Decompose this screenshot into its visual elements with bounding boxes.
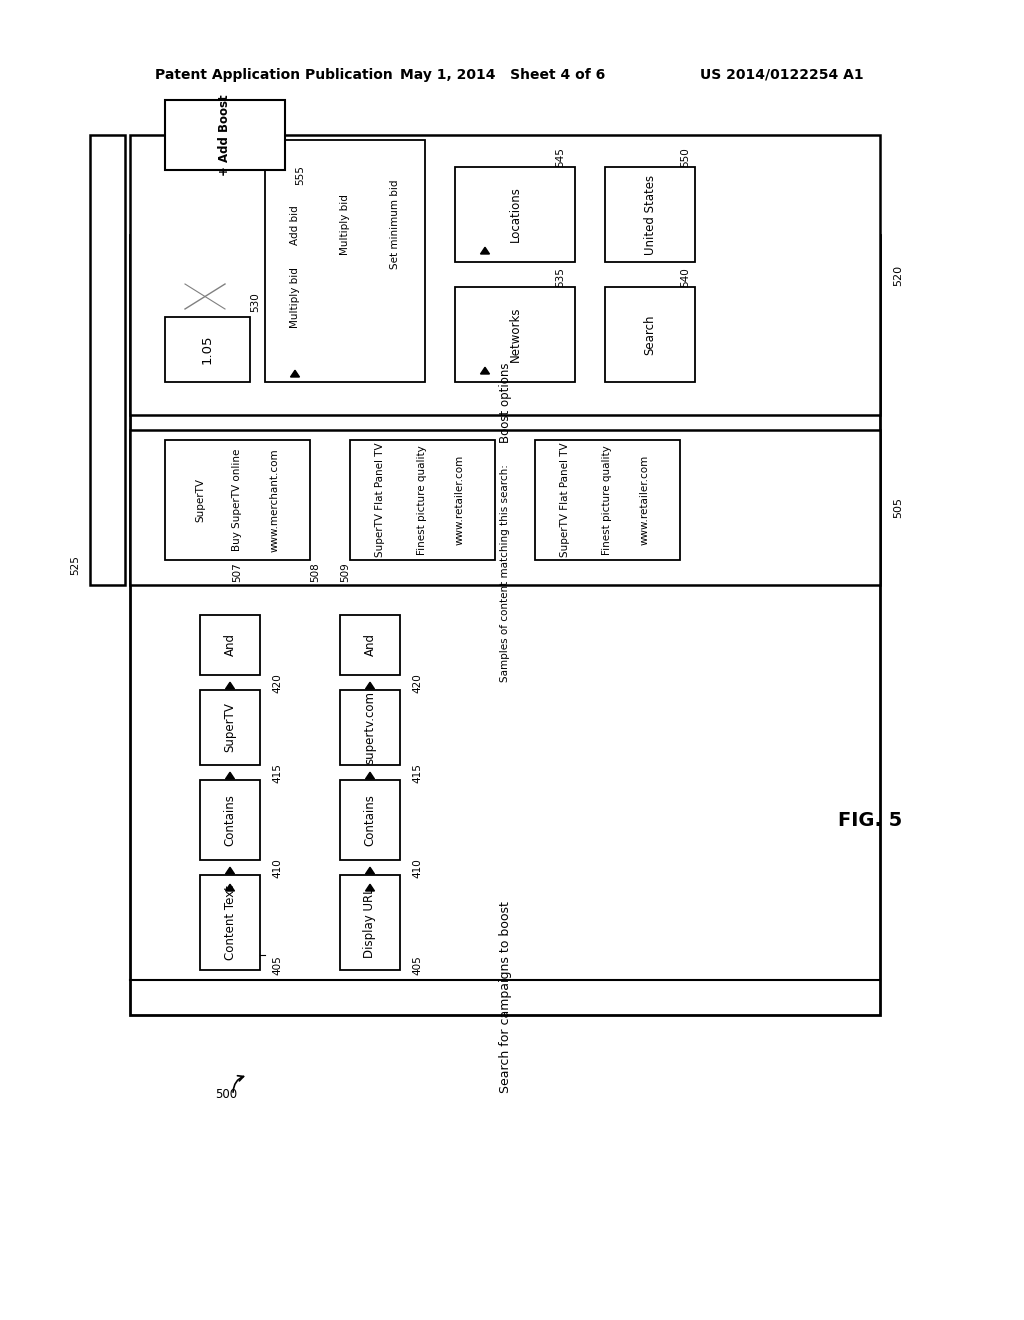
Polygon shape: [291, 370, 299, 378]
Polygon shape: [480, 367, 489, 374]
Polygon shape: [200, 780, 260, 861]
Polygon shape: [200, 690, 260, 766]
Text: 520: 520: [893, 264, 903, 285]
Text: United States: United States: [643, 174, 656, 255]
Text: US 2014/0122254 A1: US 2014/0122254 A1: [700, 69, 863, 82]
Text: SuperTV: SuperTV: [223, 702, 237, 752]
Text: 500: 500: [215, 1089, 238, 1101]
Text: And: And: [223, 634, 237, 656]
Polygon shape: [90, 135, 125, 585]
Polygon shape: [366, 867, 375, 874]
Text: Finest picture quality: Finest picture quality: [417, 445, 427, 554]
Polygon shape: [165, 440, 310, 560]
Polygon shape: [130, 235, 880, 1015]
Polygon shape: [200, 615, 260, 675]
Polygon shape: [165, 100, 285, 170]
Polygon shape: [225, 772, 234, 779]
Text: Content Text: Content Text: [223, 886, 237, 960]
Polygon shape: [366, 772, 375, 779]
Text: Multiply bid: Multiply bid: [340, 194, 350, 255]
Text: + Add Boost: + Add Boost: [218, 94, 231, 176]
Text: 420: 420: [412, 673, 422, 693]
Text: SuperTV Flat Panel TV: SuperTV Flat Panel TV: [375, 442, 385, 557]
Polygon shape: [340, 690, 400, 766]
Text: Multiply bid: Multiply bid: [290, 267, 300, 327]
Text: 420: 420: [272, 673, 282, 693]
Polygon shape: [340, 615, 400, 675]
Text: Search: Search: [643, 314, 656, 355]
Text: 545: 545: [555, 147, 565, 166]
Text: Search for campaigns to boost: Search for campaigns to boost: [499, 902, 512, 1093]
Text: www.retailer.com: www.retailer.com: [640, 455, 650, 545]
Text: 550: 550: [680, 147, 690, 166]
Polygon shape: [340, 875, 400, 970]
Text: FIG. 5: FIG. 5: [838, 810, 902, 829]
Polygon shape: [455, 286, 575, 381]
Text: 525: 525: [70, 556, 80, 576]
Text: 405: 405: [272, 956, 282, 975]
Text: 405: 405: [412, 956, 422, 975]
Polygon shape: [200, 875, 260, 970]
Text: 1.05: 1.05: [201, 335, 214, 364]
Text: Samples of content matching this search:: Samples of content matching this search:: [500, 465, 510, 682]
Polygon shape: [130, 135, 880, 414]
Polygon shape: [130, 430, 880, 585]
Text: 415: 415: [272, 763, 282, 783]
Polygon shape: [225, 884, 234, 891]
Text: 415: 415: [412, 763, 422, 783]
Text: 509: 509: [340, 562, 350, 582]
Text: 410: 410: [412, 858, 422, 878]
Text: www.retailer.com: www.retailer.com: [455, 455, 465, 545]
Text: supertv.com: supertv.com: [364, 690, 377, 764]
Text: 508: 508: [310, 562, 319, 582]
Text: 530: 530: [250, 292, 260, 312]
Text: Locations: Locations: [509, 186, 521, 243]
Text: 410: 410: [272, 858, 282, 878]
Polygon shape: [605, 286, 695, 381]
Text: 535: 535: [555, 267, 565, 286]
Text: Patent Application Publication: Patent Application Publication: [155, 69, 393, 82]
Polygon shape: [605, 168, 695, 261]
Text: Networks: Networks: [509, 306, 521, 362]
Text: And: And: [364, 634, 377, 656]
Text: Contains: Contains: [223, 795, 237, 846]
Polygon shape: [455, 168, 575, 261]
Text: Finest picture quality: Finest picture quality: [602, 445, 612, 554]
Text: Display URL: Display URL: [364, 887, 377, 958]
Polygon shape: [480, 247, 489, 253]
Text: SuperTV Flat Panel TV: SuperTV Flat Panel TV: [560, 442, 570, 557]
Text: SuperTV: SuperTV: [195, 478, 205, 521]
Text: May 1, 2014   Sheet 4 of 6: May 1, 2014 Sheet 4 of 6: [400, 69, 605, 82]
Text: 555: 555: [295, 165, 305, 185]
Polygon shape: [225, 867, 234, 874]
Text: Buy SuperTV online: Buy SuperTV online: [232, 449, 242, 552]
Text: Add bid: Add bid: [290, 205, 300, 244]
Polygon shape: [340, 780, 400, 861]
Text: 505: 505: [893, 498, 903, 517]
Text: www.merchant.com: www.merchant.com: [270, 449, 280, 552]
Text: Set minimum bid: Set minimum bid: [390, 180, 400, 269]
Polygon shape: [165, 317, 250, 381]
Text: Contains: Contains: [364, 795, 377, 846]
Polygon shape: [366, 884, 375, 891]
Text: Boost options: Boost options: [499, 363, 512, 444]
Polygon shape: [265, 140, 425, 381]
Polygon shape: [535, 440, 680, 560]
Text: 540: 540: [680, 267, 690, 286]
Polygon shape: [225, 682, 234, 689]
Polygon shape: [366, 682, 375, 689]
Polygon shape: [350, 440, 495, 560]
Text: 507: 507: [232, 562, 243, 582]
